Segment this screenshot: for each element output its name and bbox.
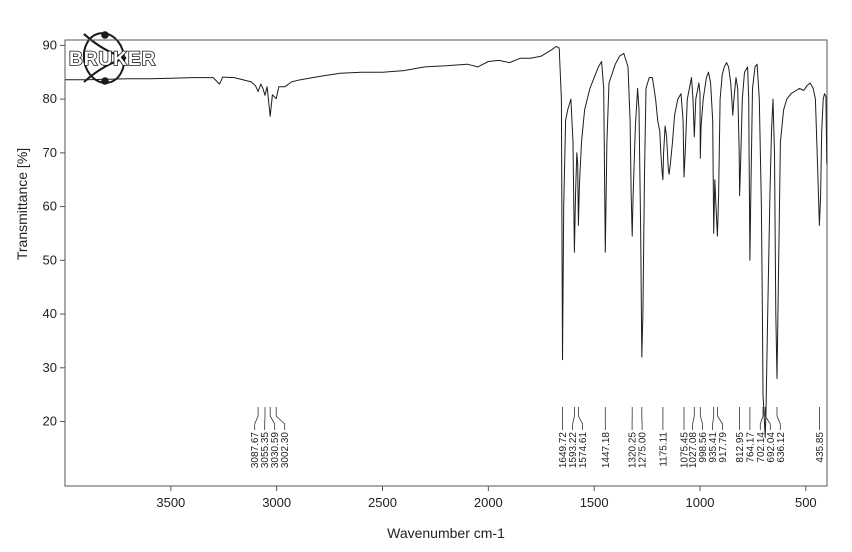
peak-label: 1593.22 [568, 432, 579, 469]
x-tick-label: 1500 [580, 495, 609, 510]
peak-label: 3002.30 [280, 432, 291, 469]
peak-leader-line [254, 407, 259, 430]
y-axis-title: Transmittance [%] [14, 148, 30, 260]
peak-label: 702.14 [756, 432, 767, 463]
peak-label: 917.79 [718, 432, 729, 463]
peak-label: 998.56 [698, 432, 709, 463]
y-tick-label: 30 [43, 360, 57, 375]
y-tick-label: 70 [43, 145, 57, 160]
peak-leader-line [776, 407, 781, 430]
peak-label: 1320.25 [628, 432, 639, 469]
peak-label: 1075.45 [680, 432, 691, 469]
peak-label: 1447.18 [601, 432, 612, 469]
peak-label: 1649.72 [558, 432, 569, 469]
peak-label: 935.41 [708, 432, 719, 463]
peak-label: 692.04 [766, 432, 777, 463]
peak-label: 764.17 [745, 432, 756, 463]
peak-leader-line [699, 407, 703, 430]
peak-label: 3087.67 [250, 432, 261, 469]
y-tick-label: 60 [43, 199, 57, 214]
peak-label: 636.12 [776, 432, 787, 463]
peak-label: 1275.00 [638, 432, 649, 469]
y-tick-label: 80 [43, 91, 57, 106]
plot-frame [64, 39, 828, 487]
peak-leader-line [717, 407, 723, 430]
atom-symbol-icon [82, 31, 127, 85]
y-tick-label: 20 [43, 414, 57, 429]
x-tick-label: 1000 [686, 495, 715, 510]
peak-leader-line [578, 407, 583, 430]
peak-label: 3030.59 [270, 432, 281, 469]
peak-label: 3055.35 [260, 432, 271, 469]
x-tick-label: 3000 [262, 495, 291, 510]
spectrum-line [65, 45, 828, 439]
x-tick-label: 2500 [368, 495, 397, 510]
peak-label: 812.95 [735, 432, 746, 463]
peak-label: 1574.61 [578, 432, 589, 469]
y-axis: 20 30 40 50 60 70 80 90 [43, 37, 65, 429]
peak-leader-line [764, 407, 771, 430]
peak-leader-line [759, 407, 764, 430]
spectrum-series [65, 45, 828, 439]
x-tick-label: 2000 [474, 495, 503, 510]
y-tick-label: 40 [43, 306, 57, 321]
x-tick-label: 500 [795, 495, 817, 510]
peak-annotations: 3087.67 3055.35 3030.59 3002.30 1649.72 1593.… [250, 407, 826, 468]
peak-label: 1175.11 [658, 432, 669, 467]
peak-label: 1027.08 [688, 432, 699, 469]
peak-leader-line [269, 407, 276, 430]
y-tick-label: 50 [43, 252, 57, 267]
logo-text: BRUKER [69, 49, 156, 70]
peak-leader-line [712, 407, 715, 430]
bruker-logo: BRUKER [68, 31, 156, 85]
peak-leader-line [275, 407, 286, 430]
x-axis-title: Wavenumber cm-1 [387, 525, 505, 541]
peak-leader-line [692, 407, 695, 430]
peak-leader-line [572, 407, 575, 430]
x-axis: 3500 3000 2500 2000 1500 1000 500 [156, 486, 817, 510]
peak-label: 435.85 [815, 432, 826, 463]
y-tick-label: 90 [43, 37, 57, 52]
x-tick-label: 3500 [156, 495, 185, 510]
